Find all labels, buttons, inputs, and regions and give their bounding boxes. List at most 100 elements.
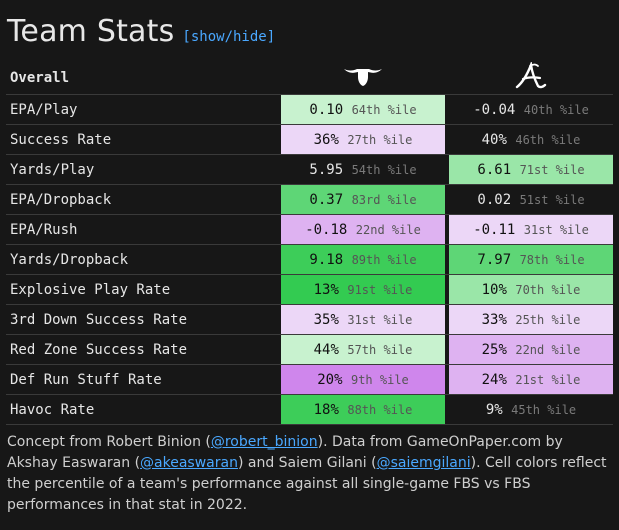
percentile-label: 88th %ile	[347, 402, 413, 417]
title-row: Team Stats [show/hide]	[7, 14, 275, 49]
team-b-stat-cell: 24% 21st %ile	[449, 364, 613, 395]
percentile-label: 27th %ile	[347, 132, 413, 147]
stat-value: 24%	[481, 371, 507, 388]
stat-label: Red Zone Success Rate	[6, 334, 281, 365]
team-a-stat-cell: 20% 9th %ile	[281, 364, 445, 395]
stat-row: 3rd Down Success Rate 35% 31st %ile 33% 25…	[6, 304, 613, 335]
team-a-stat-cell: 13% 91st %ile	[281, 274, 445, 305]
stat-value: 10%	[481, 281, 507, 298]
section-label: Overall	[6, 62, 281, 95]
stat-value: 40%	[481, 131, 507, 148]
stat-label: Yards/Dropback	[6, 244, 281, 275]
footer-text: ). Cell colors reflect the percentile of…	[7, 455, 607, 513]
table-header-row: Overall	[6, 60, 613, 95]
script-a-icon	[514, 60, 548, 94]
team-b-logo	[449, 60, 613, 95]
team-a-stat-cell: 5.95 54th %ile	[281, 154, 445, 185]
team-b-stat-cell: 25% 22nd %ile	[449, 334, 613, 365]
stat-row: Explosive Play Rate 13% 91st %ile 10% 70th…	[6, 274, 613, 305]
team-a-stat-cell: -0.18 22nd %ile	[281, 214, 445, 245]
percentile-label: 31st %ile	[347, 312, 413, 327]
stat-value: 25%	[481, 341, 507, 358]
percentile-label: 57th %ile	[347, 342, 413, 357]
stat-row: Yards/Dropback 9.18 89th %ile 7.97 78th %i…	[6, 244, 613, 275]
stat-value: 0.37	[309, 191, 344, 208]
footer-text: ) and Saiem Gilani (	[237, 455, 377, 471]
stat-row: Red Zone Success Rate 44% 57th %ile 25% 22…	[6, 334, 613, 365]
percentile-label: 9th %ile	[350, 372, 409, 387]
team-a-stat-cell: 0.10 64th %ile	[281, 94, 445, 125]
stat-row: Yards/Play 5.95 54th %ile 6.61 71st %ile	[6, 154, 613, 185]
stat-value: 18%	[313, 401, 339, 418]
percentile-label: 22nd %ile	[515, 342, 581, 357]
percentile-label: 40th %ile	[523, 102, 589, 117]
stat-value: 9%	[485, 401, 503, 418]
longhorn-icon	[343, 69, 383, 91]
team-b-stat-cell: 9% 45th %ile	[449, 394, 613, 425]
akeaswaran-link[interactable]: @akeaswaran	[140, 455, 238, 471]
percentile-label: 78th %ile	[519, 252, 585, 267]
team-a-stat-cell: 35% 31st %ile	[281, 304, 445, 335]
stat-row: EPA/Play 0.10 64th %ile -0.04 40th %ile	[6, 94, 613, 125]
percentile-label: 70th %ile	[515, 282, 581, 297]
stat-label: Havoc Rate	[6, 394, 281, 425]
team-b-stat-cell: 10% 70th %ile	[449, 274, 613, 305]
percentile-label: 91st %ile	[347, 282, 413, 297]
show-hide-toggle[interactable]: [show/hide]	[182, 29, 276, 45]
team-a-logo	[281, 62, 445, 95]
stat-row: Havoc Rate 18% 88th %ile 9% 45th %ile	[6, 394, 613, 425]
stat-value: 33%	[481, 311, 507, 328]
stat-label: Def Run Stuff Rate	[6, 364, 281, 395]
stat-value: 9.18	[309, 251, 344, 268]
footer-note: Concept from Robert Binion (@robert_bini…	[7, 432, 607, 516]
team-b-stat-cell: 0.02 51st %ile	[449, 184, 613, 215]
percentile-label: 31st %ile	[523, 222, 589, 237]
stats-table: Overall	[6, 60, 613, 425]
stat-value: -0.18	[305, 221, 348, 238]
stat-label: EPA/Rush	[6, 214, 281, 245]
stat-value: -0.04	[473, 101, 516, 118]
team-b-stat-cell: 40% 46th %ile	[449, 124, 613, 155]
percentile-label: 45th %ile	[511, 402, 577, 417]
stat-value: 0.10	[309, 101, 344, 118]
robert-binion-link[interactable]: @robert_binion	[210, 434, 318, 450]
percentile-label: 54th %ile	[351, 162, 417, 177]
percentile-label: 25th %ile	[515, 312, 581, 327]
stat-label: EPA/Play	[6, 94, 281, 125]
stat-row: EPA/Rush -0.18 22nd %ile -0.11 31st %ile	[6, 214, 613, 245]
stat-value: 13%	[313, 281, 339, 298]
stat-value: 0.02	[477, 191, 512, 208]
percentile-label: 22nd %ile	[355, 222, 421, 237]
team-a-stat-cell: 0.37 83rd %ile	[281, 184, 445, 215]
stat-value: 20%	[317, 371, 343, 388]
team-b-stat-cell: 33% 25th %ile	[449, 304, 613, 335]
team-b-stat-cell: 7.97 78th %ile	[449, 244, 613, 275]
footer-text: ). Data from GameOnPaper.com by Akshay E…	[7, 434, 563, 471]
team-b-stat-cell: -0.04 40th %ile	[449, 94, 613, 125]
stat-value: 7.97	[477, 251, 512, 268]
percentile-label: 83rd %ile	[351, 192, 417, 207]
stat-value: 36%	[313, 131, 339, 148]
stat-label: 3rd Down Success Rate	[6, 304, 281, 335]
stat-value: 5.95	[309, 161, 344, 178]
stat-value: -0.11	[473, 221, 516, 238]
team-b-stat-cell: -0.11 31st %ile	[449, 214, 613, 245]
stat-row: Def Run Stuff Rate 20% 9th %ile 24% 21st %…	[6, 364, 613, 395]
team-a-stat-cell: 44% 57th %ile	[281, 334, 445, 365]
percentile-label: 21st %ile	[515, 372, 581, 387]
team-a-stat-cell: 18% 88th %ile	[281, 394, 445, 425]
saiemgilani-link[interactable]: @saiemgilani	[376, 455, 471, 471]
stat-value: 44%	[313, 341, 339, 358]
stat-value: 35%	[313, 311, 339, 328]
percentile-label: 46th %ile	[515, 132, 581, 147]
footer-text: Concept from Robert Binion (	[7, 434, 211, 450]
stat-row: EPA/Dropback 0.37 83rd %ile 0.02 51st %ile	[6, 184, 613, 215]
stat-label: Success Rate	[6, 124, 281, 155]
percentile-label: 51st %ile	[519, 192, 585, 207]
team-a-stat-cell: 9.18 89th %ile	[281, 244, 445, 275]
percentile-label: 89th %ile	[351, 252, 417, 267]
stat-label: EPA/Dropback	[6, 184, 281, 215]
stat-label: Explosive Play Rate	[6, 274, 281, 305]
stat-value: 6.61	[477, 161, 512, 178]
